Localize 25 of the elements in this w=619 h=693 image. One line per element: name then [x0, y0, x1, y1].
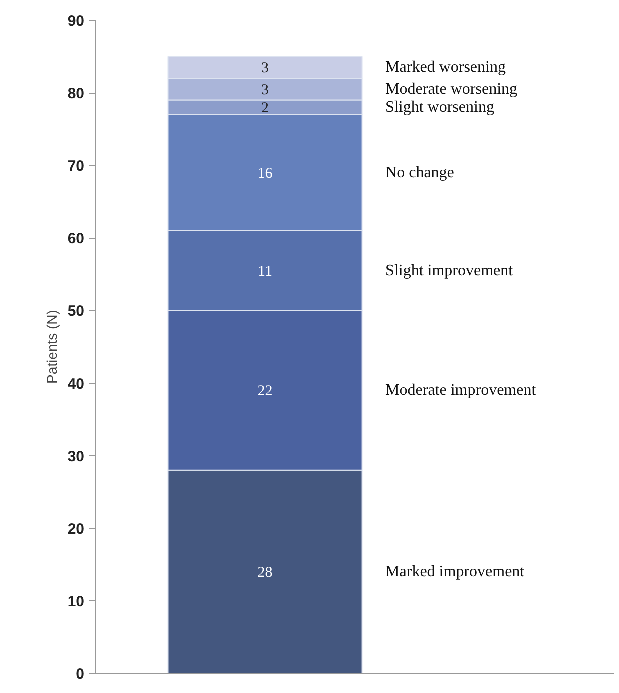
data-label: 3 [262, 60, 270, 77]
series-label: Moderate improvement [386, 382, 537, 400]
y-axis-title: Patients (N) [44, 310, 60, 384]
series-label: Slight worsening [386, 99, 494, 116]
y-tick-label: 50 [68, 303, 85, 320]
data-label: 2 [262, 100, 270, 117]
series-label: Marked worsening [386, 59, 506, 76]
series-label: Slight improvement [386, 262, 514, 280]
series-label: No change [386, 164, 454, 182]
series-label: Marked improvement [386, 563, 526, 580]
y-tick-label: 60 [68, 230, 85, 248]
data-label: 22 [258, 384, 273, 400]
y-tick-label: 90 [68, 13, 85, 30]
y-tick-label: 20 [68, 520, 85, 538]
y-tick-label: 70 [68, 158, 85, 176]
data-label: 28 [258, 564, 273, 581]
y-tick-label: 80 [68, 86, 85, 103]
data-label: 11 [258, 264, 272, 280]
y-tick-label: 40 [68, 376, 85, 393]
y-tick-label: 30 [68, 448, 85, 466]
series-label: Moderate worsening [386, 80, 518, 98]
y-tick-label: 10 [68, 593, 85, 610]
data-label: 16 [258, 166, 274, 182]
y-tick-label: 0 [76, 666, 84, 683]
data-label: 3 [262, 82, 270, 98]
